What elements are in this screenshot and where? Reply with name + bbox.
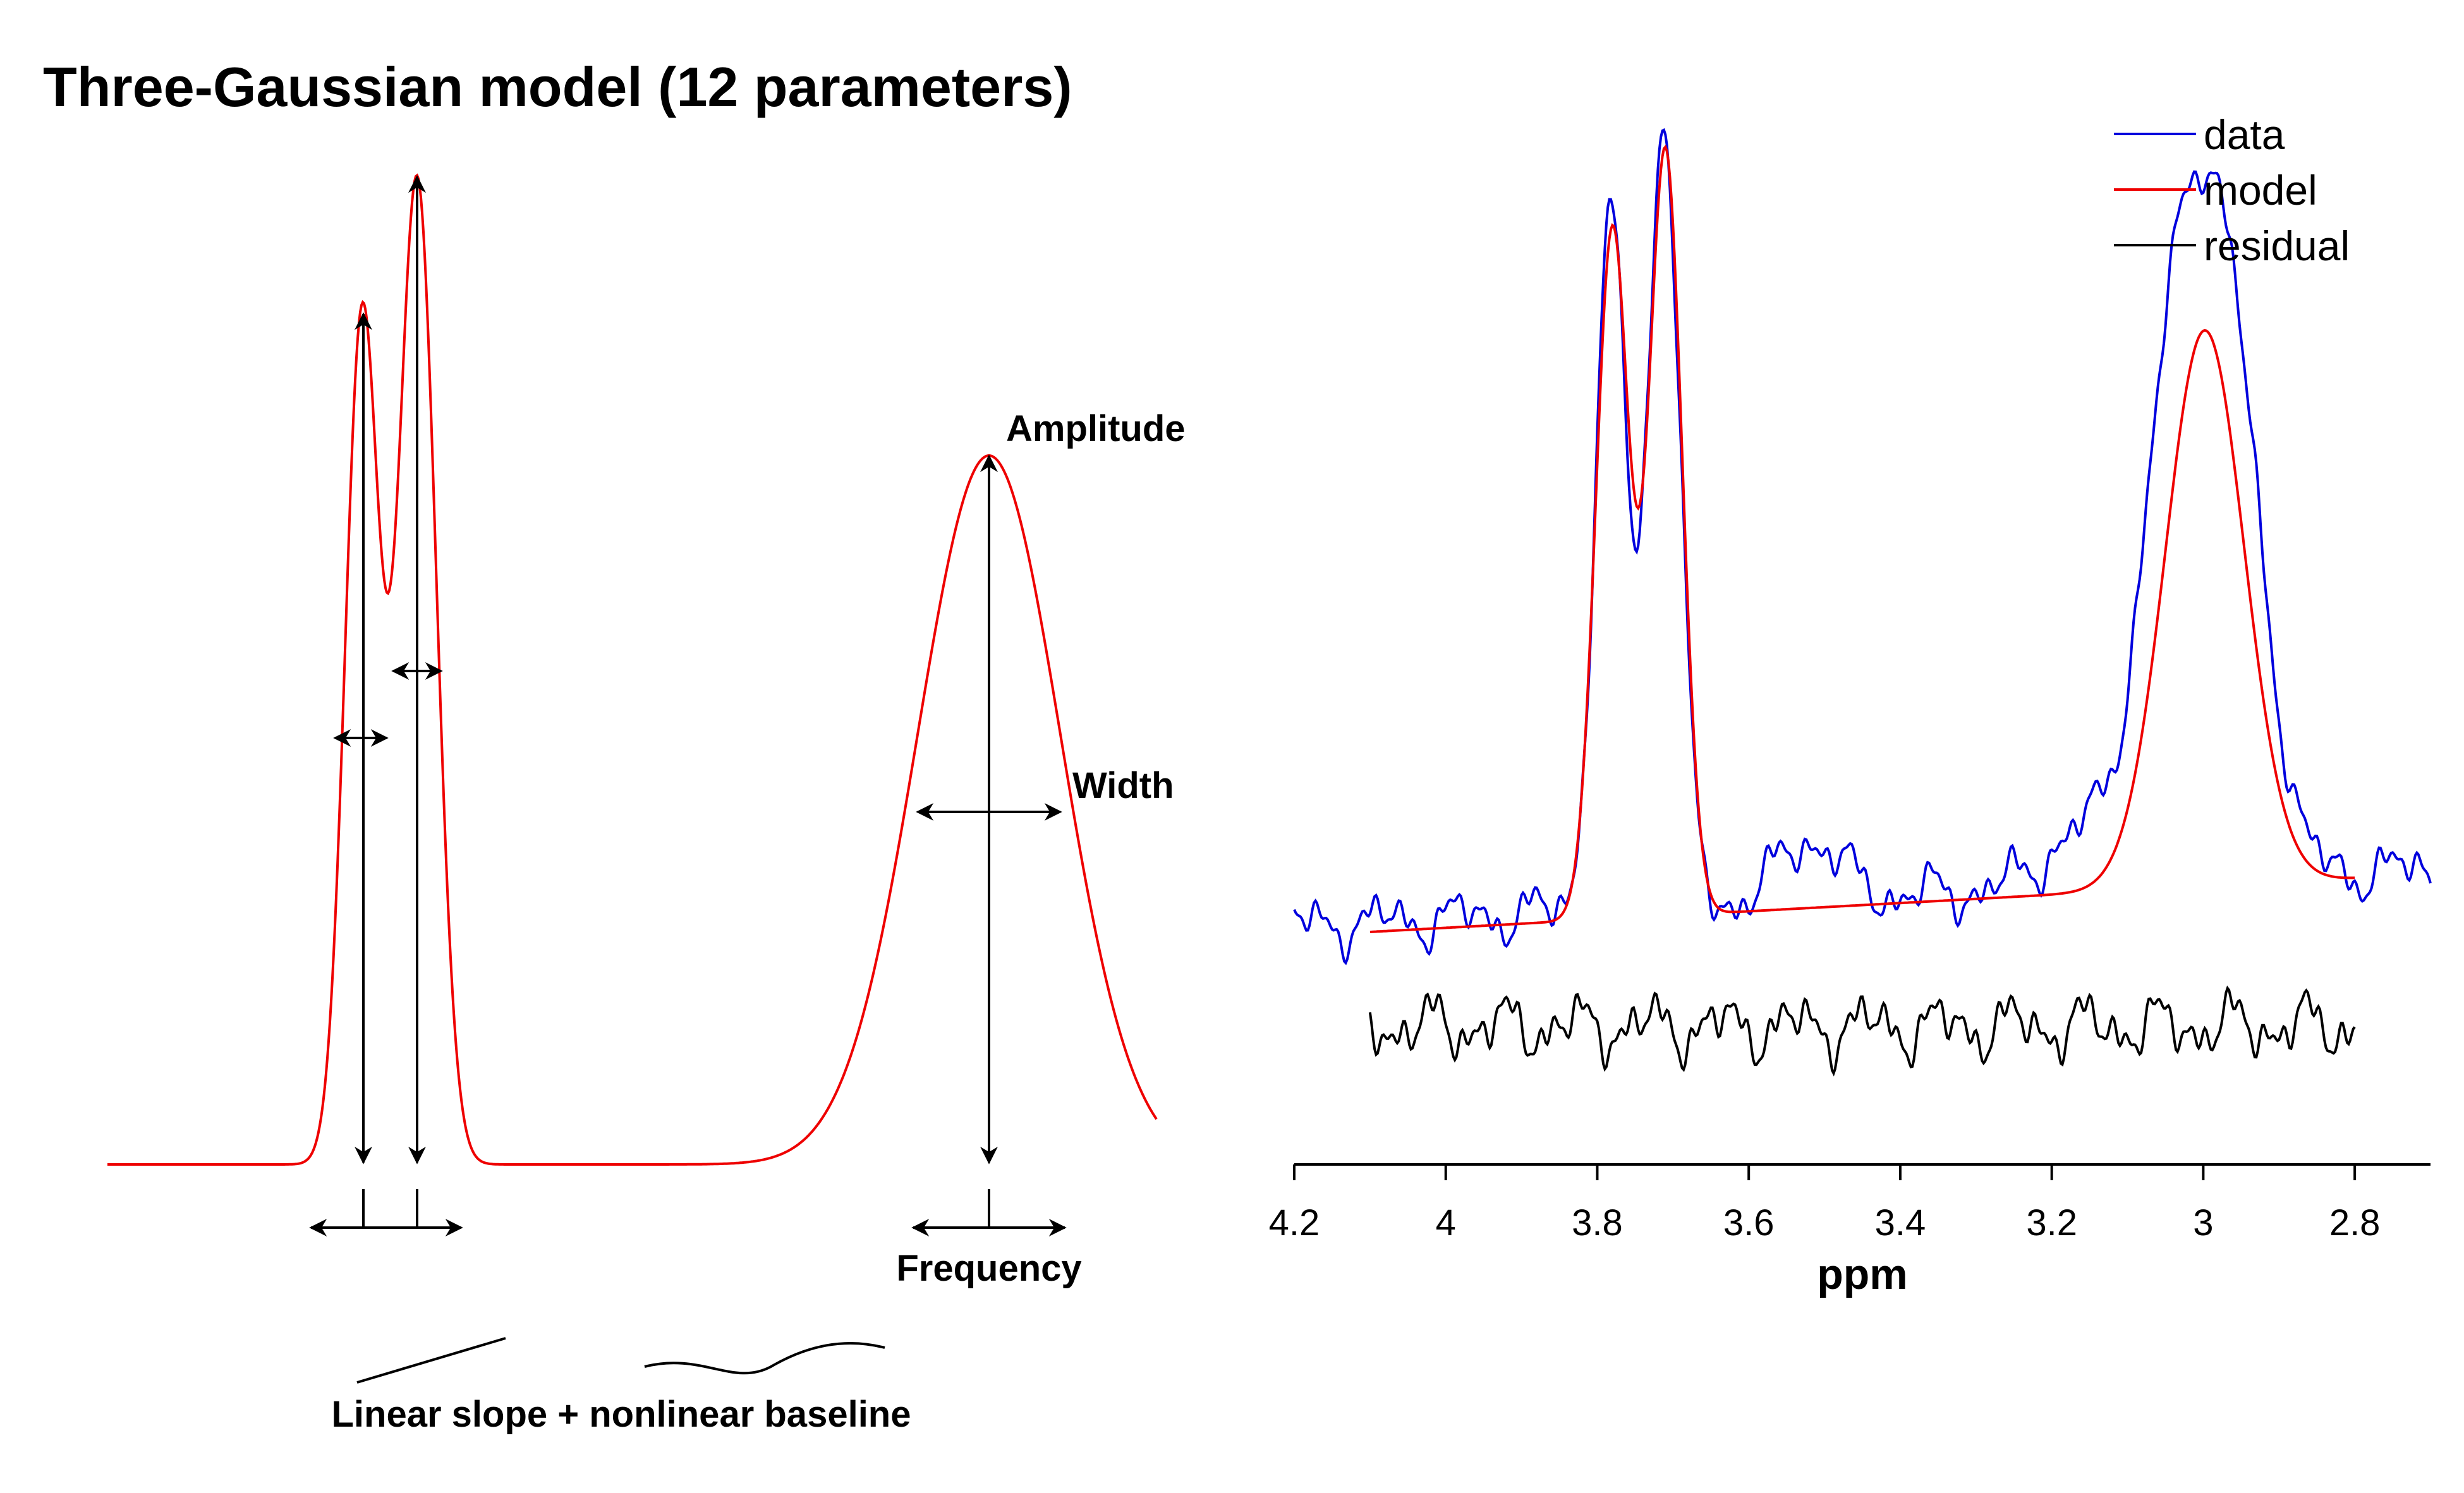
width-label: Width bbox=[1072, 765, 1174, 806]
frequency-label: Frequency bbox=[896, 1248, 1081, 1289]
x-tick-label: 2.8 bbox=[2329, 1202, 2381, 1243]
x-axis-ticks: 4.2 4 3.8 3.6 3.4 3.2 3 2.8 bbox=[1269, 1164, 2381, 1243]
x-axis-label: ppm bbox=[1817, 1250, 1908, 1298]
legend-label-data: data bbox=[2204, 111, 2285, 158]
legend-label-residual: residual bbox=[2204, 222, 2350, 269]
x-tick-label: 4 bbox=[1436, 1202, 1456, 1243]
diagram-title: Three-Gaussian model (12 parameters) bbox=[43, 56, 1072, 118]
x-tick-label: 4.2 bbox=[1269, 1202, 1320, 1243]
x-tick-label: 3 bbox=[2193, 1202, 2213, 1243]
series-model-line bbox=[1369, 144, 2355, 933]
x-tick-label: 3.8 bbox=[1572, 1202, 1623, 1243]
series-residual-line bbox=[1368, 985, 2356, 1077]
linear-slope-sketch bbox=[356, 1337, 506, 1384]
spectrum-plot: 4.2 4 3.8 3.6 3.4 3.2 3 2.8 ppm data model resi… bbox=[1269, 111, 2432, 1298]
x-tick-label: 3.4 bbox=[1875, 1202, 1926, 1243]
amplitude-label: Amplitude bbox=[1006, 408, 1186, 449]
schematic-gaussian-curve bbox=[107, 173, 1158, 1166]
schematic-panel: Amplitude Width Frequency Linear slope +… bbox=[107, 173, 1186, 1435]
x-tick-label: 3.2 bbox=[2026, 1202, 2077, 1243]
x-tick-label: 3.6 bbox=[1723, 1202, 1775, 1243]
legend-label-model: model bbox=[2204, 167, 2317, 214]
baseline-label: Linear slope + nonlinear baseline bbox=[331, 1394, 911, 1435]
nonlinear-baseline-sketch bbox=[644, 1341, 885, 1375]
series-data-line bbox=[1293, 128, 2432, 965]
legend: data model residual bbox=[2114, 111, 2350, 269]
